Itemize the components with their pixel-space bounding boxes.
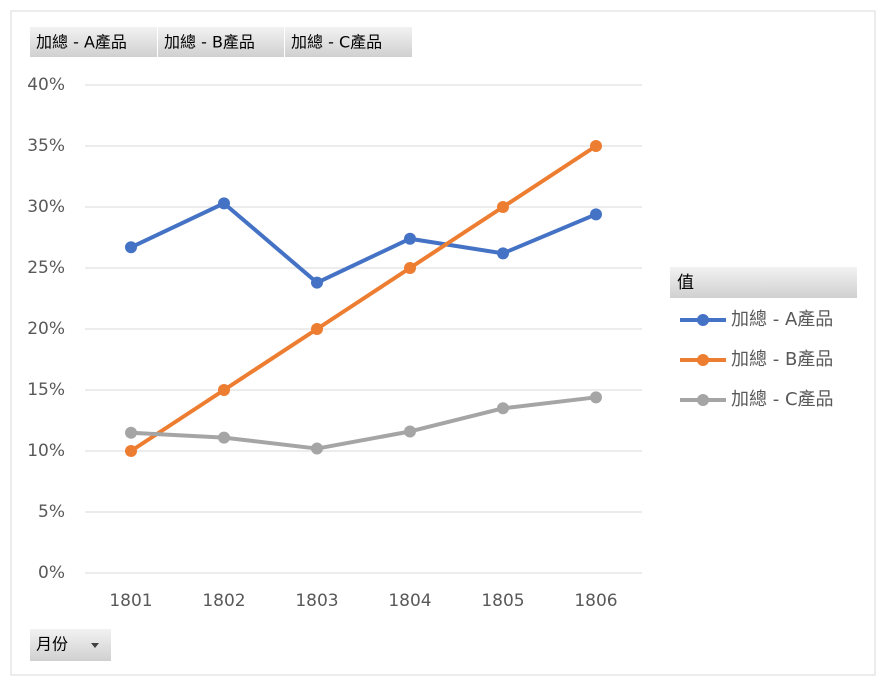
- data-point: [218, 431, 230, 444]
- data-point: [404, 232, 416, 245]
- data-point: [404, 262, 416, 274]
- x-field-button[interactable]: [30, 629, 111, 661]
- x-tick-label: 1802: [202, 591, 245, 611]
- data-point: [311, 442, 323, 455]
- plot: [125, 140, 602, 457]
- x-tick-label: 1805: [481, 591, 524, 611]
- data-point: [125, 241, 137, 254]
- y-tick-label: 0%: [38, 563, 65, 583]
- y-tick-label: 10%: [27, 441, 65, 461]
- legend-title: 值: [677, 273, 694, 293]
- x-field-label: 月份: [36, 635, 68, 654]
- data-point: [497, 247, 509, 260]
- data-point: [497, 201, 509, 213]
- field-button-label: 加總 - B產品: [164, 33, 255, 52]
- data-point: [125, 426, 137, 439]
- data-point: [125, 445, 137, 457]
- legend-label: 加總 - C產品: [731, 389, 834, 410]
- legend-title-bg: [670, 267, 857, 298]
- data-point: [218, 197, 230, 210]
- legend-marker: [697, 394, 709, 406]
- legend-marker: [697, 314, 709, 326]
- field-button[interactable]: [285, 27, 412, 57]
- data-point: [497, 402, 509, 415]
- legend-marker: [697, 354, 709, 366]
- x-tick-label: 1804: [388, 591, 431, 611]
- field-buttons: 加總 - A產品 加總 - B產品 加總 - C產品: [30, 27, 412, 57]
- series-line: [130, 395, 597, 451]
- x-tick-label: 1801: [109, 591, 152, 611]
- y-tick-label: 25%: [27, 258, 65, 278]
- data-point: [311, 323, 323, 335]
- series-line: [129, 144, 598, 453]
- data-point: [218, 384, 230, 396]
- grid: 0% 5% 10% 15% 20% 25% 30% 35% 40% 1801 1802 1803 180…: [27, 75, 642, 611]
- y-tick-label: 20%: [27, 319, 65, 339]
- field-button-label: 加總 - C產品: [291, 33, 382, 52]
- data-point: [590, 208, 602, 221]
- x-tick-label: 1806: [574, 591, 617, 611]
- field-button[interactable]: [30, 27, 157, 57]
- y-tick-label: 15%: [27, 380, 65, 400]
- data-point: [311, 276, 323, 289]
- y-tick-label: 35%: [27, 136, 65, 156]
- field-button[interactable]: [158, 27, 284, 57]
- series-line: [130, 201, 597, 285]
- data-point: [590, 140, 602, 152]
- x-tick-label: 1803: [295, 591, 338, 611]
- legend-label: 加總 - B產品: [731, 349, 833, 370]
- chart-border: [10, 10, 876, 676]
- dropdown-arrow: [91, 643, 99, 648]
- y-tick-label: 30%: [27, 197, 65, 217]
- field-button-label: 加總 - A產品: [36, 33, 127, 52]
- data-point: [404, 425, 416, 438]
- y-tick-label: 40%: [27, 75, 65, 95]
- y-tick-label: 5%: [38, 502, 65, 522]
- data-point: [590, 391, 602, 404]
- legend-label: 加總 - A產品: [731, 309, 833, 330]
